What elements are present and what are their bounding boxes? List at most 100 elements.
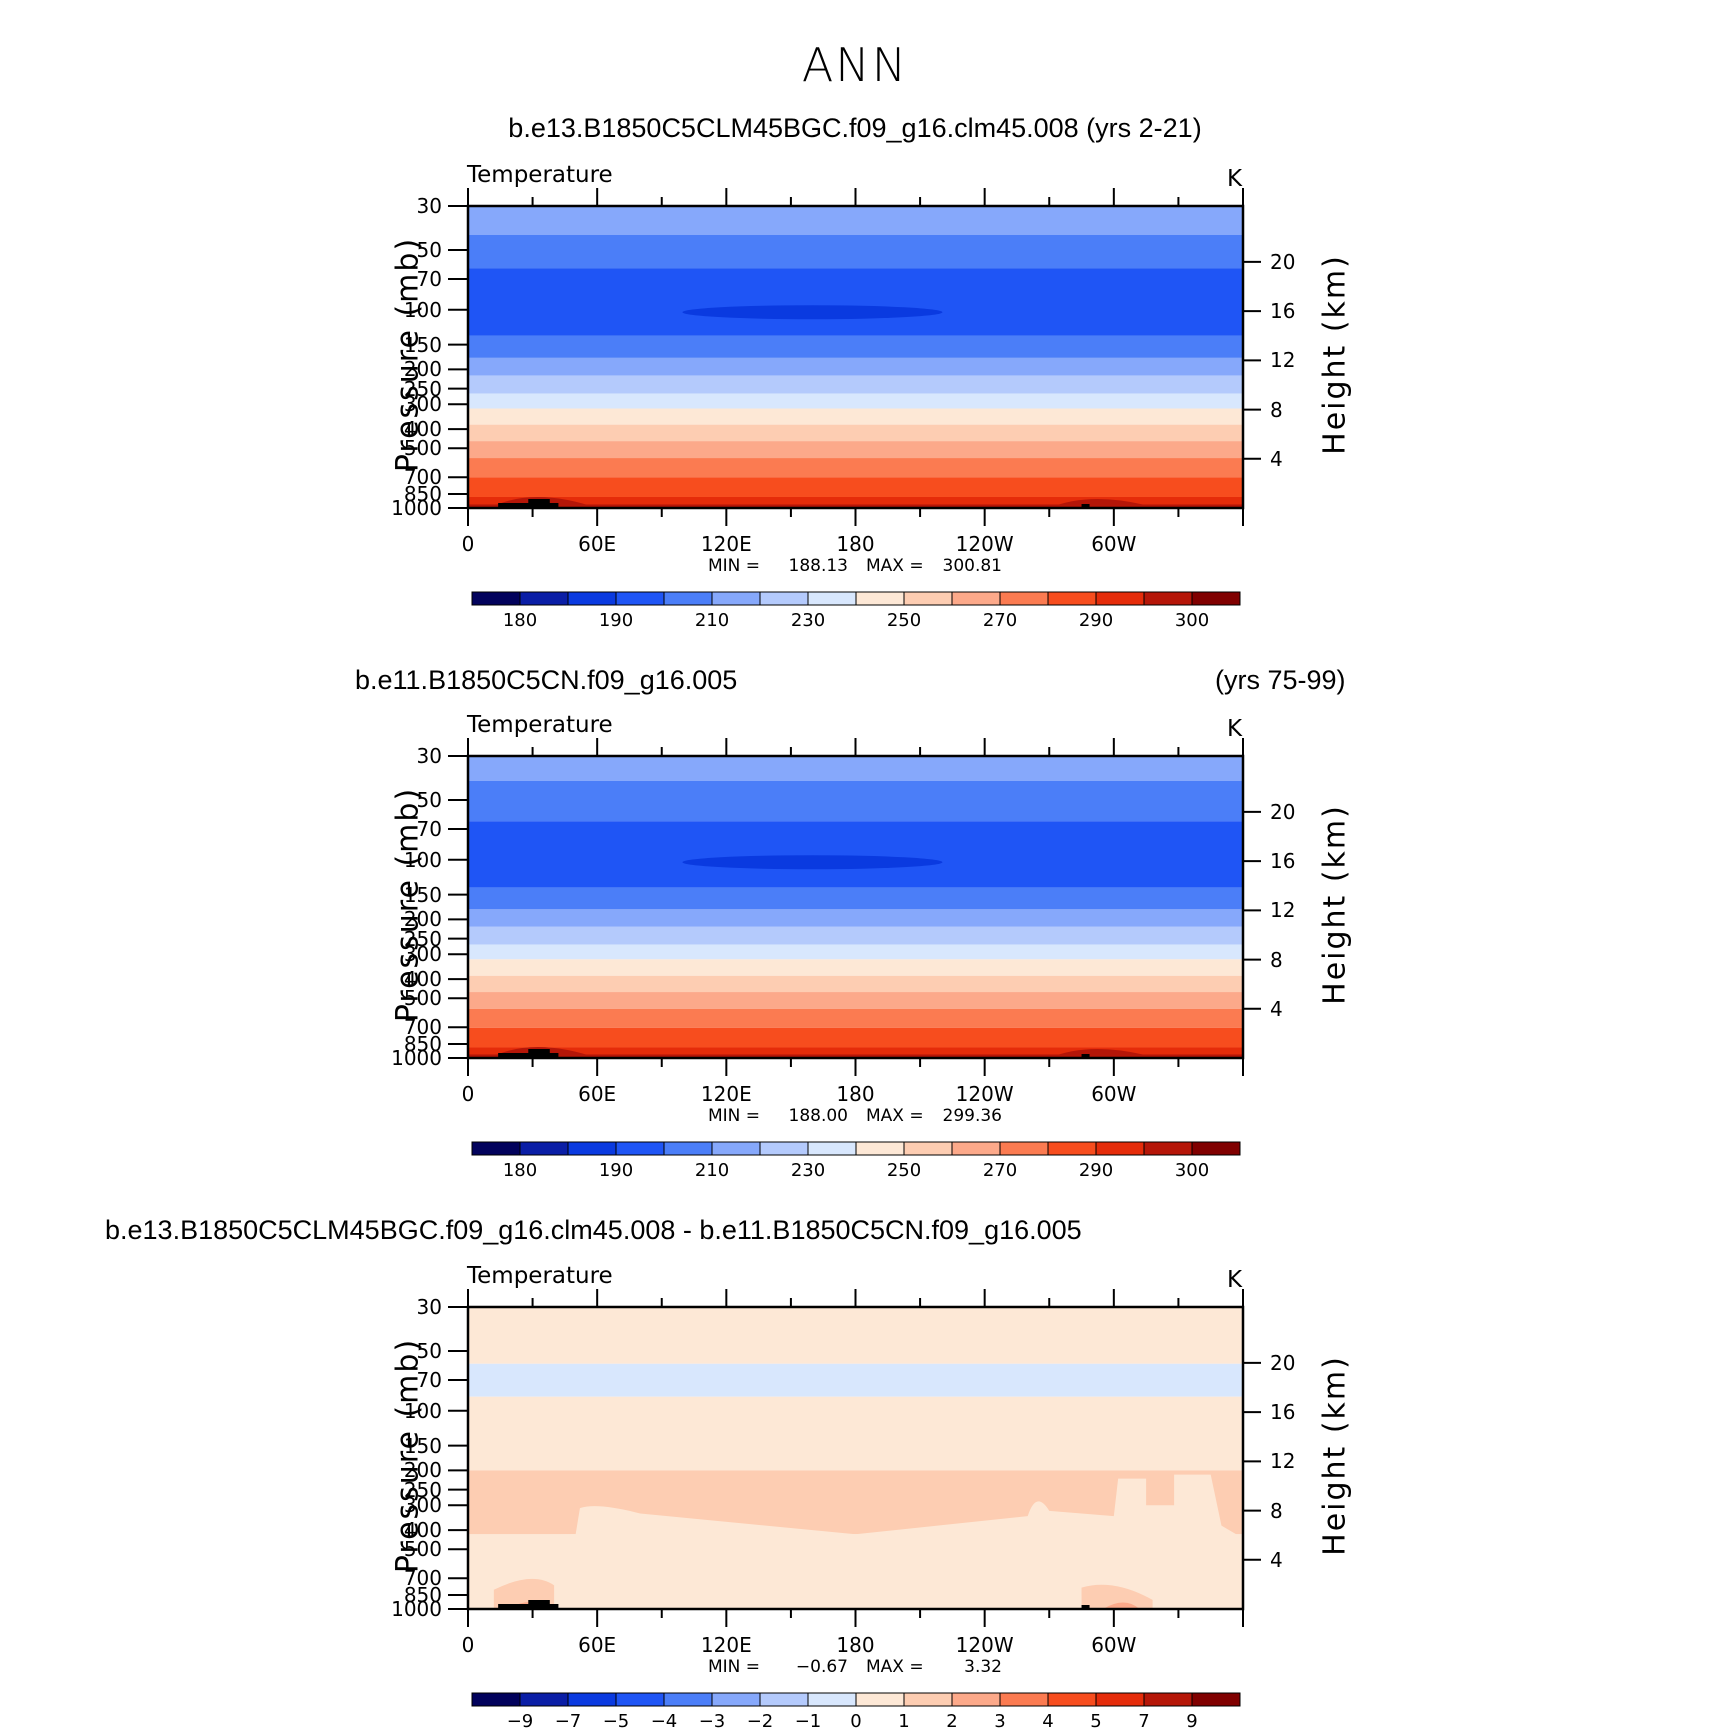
colorbar-label: 1 bbox=[898, 1711, 910, 1732]
y-tick-label: 1000 bbox=[391, 1046, 442, 1070]
orography bbox=[528, 1600, 550, 1609]
variable-label: Temperature bbox=[467, 162, 613, 188]
max-value: 3.32 bbox=[964, 1657, 1002, 1677]
y-tick-label: 500 bbox=[403, 986, 442, 1011]
colorbar-swatch bbox=[903, 1141, 953, 1156]
colorbar-swatch bbox=[807, 591, 857, 606]
colorbar-swatch bbox=[711, 591, 761, 606]
y-tick-label: 300 bbox=[403, 392, 442, 417]
colorbar-swatch bbox=[807, 1141, 857, 1156]
colorbar-label: 300 bbox=[1174, 1160, 1210, 1181]
contour-band bbox=[468, 357, 1243, 376]
x-tick-label: 60W bbox=[1091, 1633, 1137, 1657]
colorbar-swatch bbox=[999, 591, 1049, 606]
colorbar-label: −3 bbox=[698, 1711, 726, 1732]
contour-band bbox=[468, 992, 1243, 1009]
orography bbox=[528, 1049, 550, 1058]
y-tick-label: 850 bbox=[403, 1032, 442, 1056]
colorbar-label: 290 bbox=[1078, 610, 1114, 631]
colorbar-label: 190 bbox=[598, 610, 634, 631]
contour-band bbox=[468, 268, 1243, 336]
orography bbox=[1081, 504, 1090, 508]
contour-band bbox=[468, 944, 1243, 960]
orography-warm bbox=[1049, 1049, 1157, 1058]
colorbar-label: 250 bbox=[886, 610, 922, 631]
x-tick-label: 120W bbox=[955, 1082, 1014, 1106]
x-tick-label: 0 bbox=[461, 1633, 475, 1657]
colorbar-swatch bbox=[711, 1141, 761, 1156]
y-tick-label: 150 bbox=[403, 332, 442, 357]
y-tick-label: 850 bbox=[403, 482, 442, 506]
colorbar-label: 7 bbox=[1138, 1711, 1150, 1732]
colorbar-label: −1 bbox=[794, 1711, 822, 1732]
colorbar-swatch bbox=[1047, 1141, 1097, 1156]
contour-band bbox=[468, 926, 1243, 945]
colorbar-swatch bbox=[807, 1692, 857, 1707]
orography bbox=[1081, 1054, 1090, 1058]
panel-title-years: (yrs 75-99) bbox=[1215, 665, 1346, 695]
max-label: MAX = bbox=[866, 556, 924, 576]
colorbar-label: 180 bbox=[502, 1160, 538, 1181]
contour-band bbox=[468, 424, 1243, 442]
colorbar-label: −2 bbox=[746, 1711, 774, 1732]
y-tick-right-label: 12 bbox=[1270, 1449, 1296, 1474]
y-tick-label: 250 bbox=[403, 376, 442, 401]
colorbar-label: 210 bbox=[694, 610, 730, 631]
contour-band bbox=[468, 959, 1243, 976]
contour-band bbox=[468, 375, 1243, 394]
colorbar-swatch bbox=[855, 1141, 905, 1156]
x-tick-label: 60E bbox=[578, 1082, 617, 1106]
cold-core bbox=[682, 305, 943, 320]
colorbar-swatch bbox=[1191, 1692, 1241, 1707]
colorbar-label: 2 bbox=[946, 1711, 958, 1732]
min-label: MIN = bbox=[708, 1657, 761, 1677]
y-tick-right-label: 4 bbox=[1270, 446, 1283, 471]
y-tick-label: 700 bbox=[403, 1015, 442, 1040]
y-tick-label: 70 bbox=[416, 266, 442, 291]
colorbar-swatch bbox=[1143, 591, 1193, 606]
y-tick-label: 400 bbox=[403, 417, 442, 442]
x-tick-label: 120E bbox=[700, 1082, 752, 1106]
colorbar-label: 230 bbox=[790, 610, 826, 631]
y-tick-right-label: 20 bbox=[1270, 249, 1296, 274]
panel-title: b.e13.B1850C5CLM45BGC.f09_g16.clm45.008 … bbox=[105, 1215, 1082, 1245]
colorbar-label: −4 bbox=[650, 1711, 678, 1732]
y-axis-title: Pressure (mb) bbox=[390, 786, 426, 1023]
colorbar-label: 180 bbox=[502, 610, 538, 631]
colorbar-label: 9 bbox=[1186, 1711, 1198, 1732]
max-value: 300.81 bbox=[942, 556, 1002, 576]
contour-band bbox=[468, 496, 1243, 508]
colorbar-swatch bbox=[615, 1141, 665, 1156]
x-tick-label: 60E bbox=[578, 1633, 617, 1657]
colorbar-label: 210 bbox=[694, 1160, 730, 1181]
y-tick-right-label: 8 bbox=[1270, 397, 1283, 422]
contour-band bbox=[468, 1307, 1243, 1364]
x-tick-label: 180 bbox=[836, 1082, 875, 1106]
colorbar-swatch bbox=[1095, 591, 1145, 606]
colorbar-swatch bbox=[1191, 591, 1241, 606]
colorbar-label: 5 bbox=[1090, 1711, 1102, 1732]
colorbar-swatch bbox=[567, 1141, 617, 1156]
y-axis-title-right: Height (km) bbox=[1317, 254, 1353, 455]
y-tick-label: 200 bbox=[403, 1458, 442, 1483]
colorbar-swatch bbox=[999, 1692, 1049, 1707]
surface-band bbox=[468, 1054, 1243, 1058]
y-tick-right-label: 4 bbox=[1270, 996, 1283, 1021]
y-axis-title-right: Height (km) bbox=[1317, 1355, 1353, 1556]
colorbar-label: 0 bbox=[850, 1711, 862, 1732]
contour-band bbox=[468, 234, 1243, 269]
y-tick-label: 300 bbox=[403, 1493, 442, 1518]
colorbar-swatch bbox=[1143, 1692, 1193, 1707]
colorbar-swatch bbox=[711, 1692, 761, 1707]
colorbar-swatch bbox=[519, 591, 569, 606]
colorbar-swatch bbox=[1047, 1692, 1097, 1707]
contour-band bbox=[468, 206, 1243, 235]
y-tick-label: 100 bbox=[403, 297, 442, 322]
y-tick-label: 100 bbox=[403, 1398, 442, 1423]
colorbar-swatch bbox=[519, 1692, 569, 1707]
y-tick-right-label: 20 bbox=[1270, 799, 1296, 824]
x-tick-label: 120W bbox=[955, 532, 1014, 556]
x-tick-label: 120E bbox=[700, 532, 752, 556]
colorbar-label: −7 bbox=[554, 1711, 582, 1732]
